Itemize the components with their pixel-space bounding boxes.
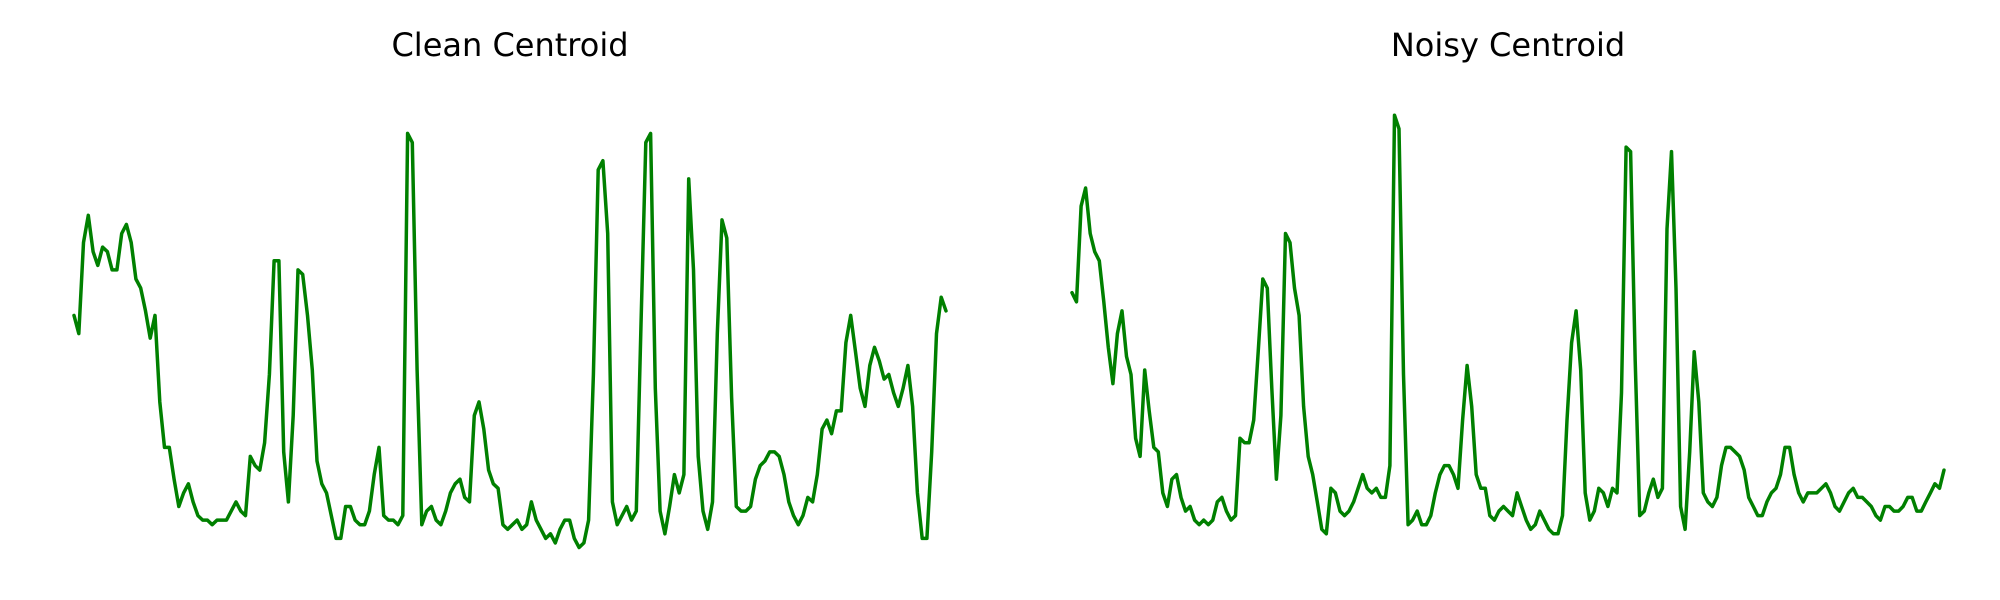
line-plot-clean (72, 131, 948, 550)
series-line (1070, 113, 1946, 536)
line-plot-noisy (1070, 113, 1946, 536)
series-line (72, 131, 948, 550)
chart-panel-clean: Clean Centroid (30, 0, 990, 600)
chart-panel-noisy: Noisy Centroid (1028, 0, 1988, 600)
chart-title: Clean Centroid (391, 26, 629, 64)
chart-title: Noisy Centroid (1390, 26, 1626, 64)
